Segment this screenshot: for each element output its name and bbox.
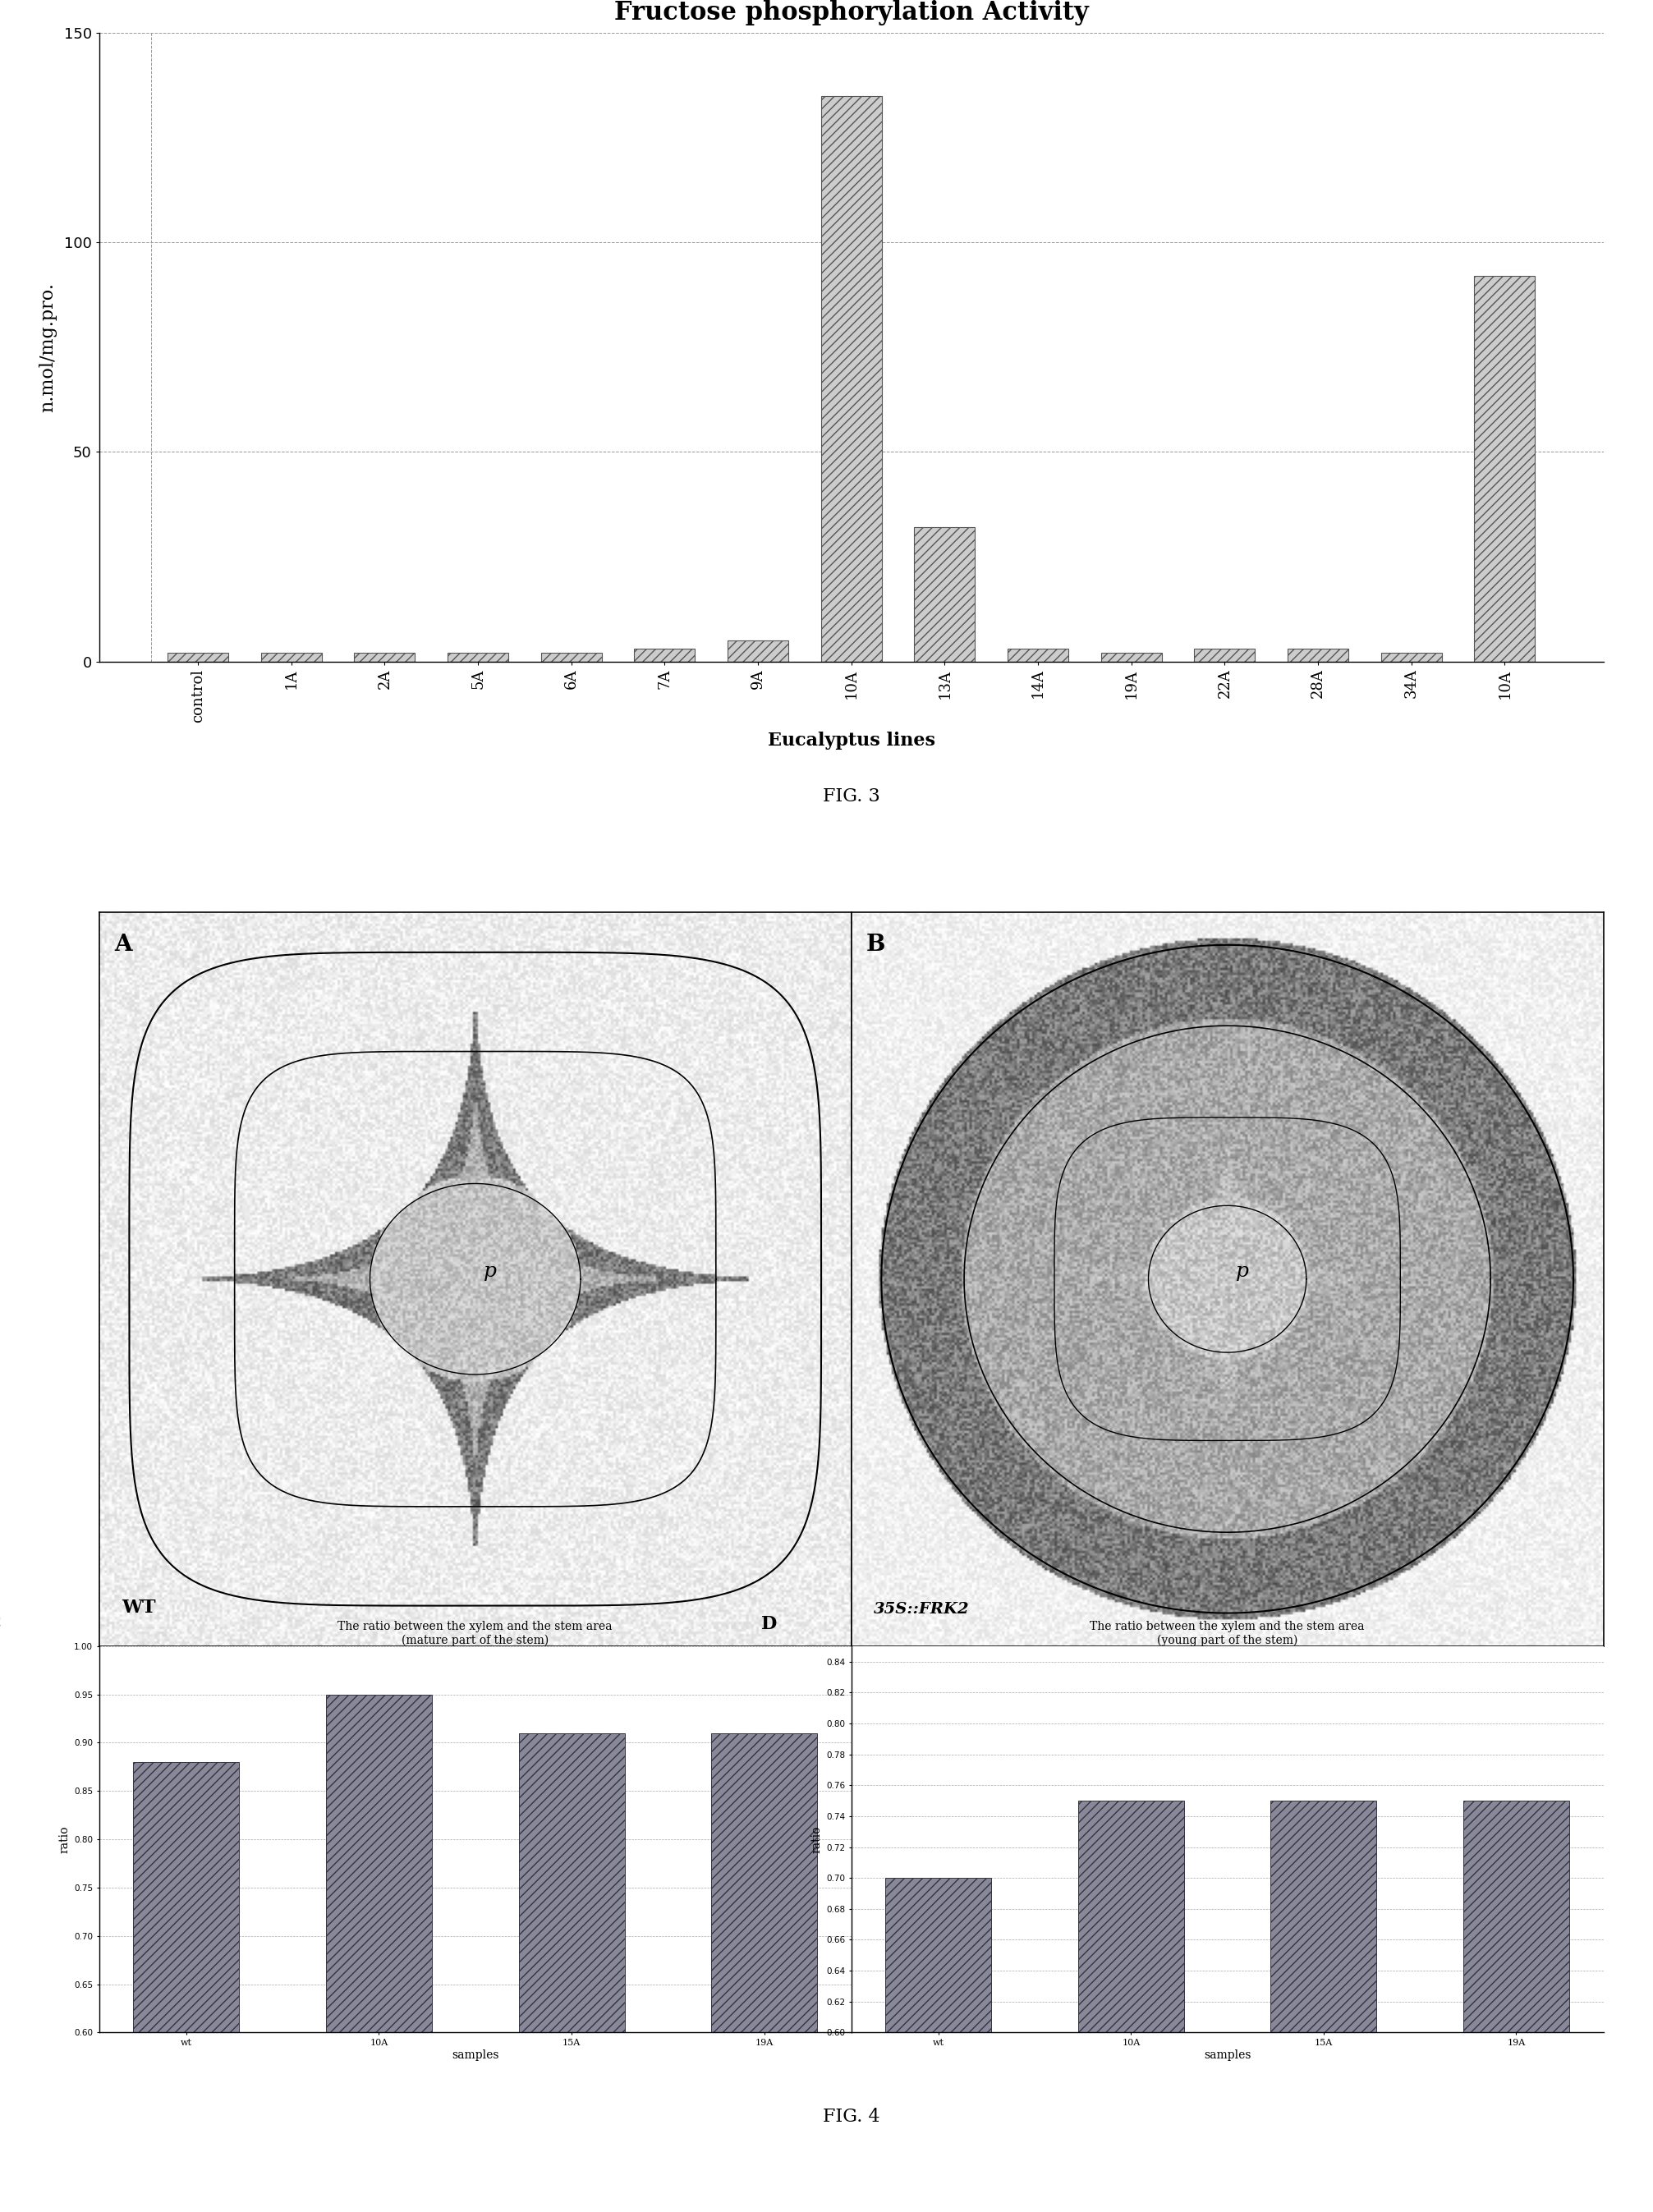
- Bar: [727, 641, 788, 661]
- Y-axis label: ratio: ratio: [812, 1825, 823, 1854]
- Bar: [886, 1878, 992, 2212]
- Bar: [1101, 653, 1162, 661]
- Bar: [1380, 653, 1441, 661]
- Text: 35S::FRK2: 35S::FRK2: [874, 1601, 970, 1617]
- Y-axis label: n.mol/mg.pro.: n.mol/mg.pro.: [38, 283, 56, 411]
- Bar: [1195, 648, 1255, 661]
- X-axis label: samples: samples: [451, 2048, 499, 2062]
- Title: The ratio between the xylem and the stem area
(young part of the stem): The ratio between the xylem and the stem…: [1089, 1621, 1365, 1646]
- Text: FIG. 4: FIG. 4: [823, 2108, 879, 2126]
- Title: The ratio between the xylem and the stem area
(mature part of the stem): The ratio between the xylem and the stem…: [337, 1621, 613, 1646]
- Text: WT: WT: [122, 1599, 155, 1617]
- Bar: [519, 1732, 625, 2212]
- X-axis label: samples: samples: [1203, 2048, 1251, 2062]
- X-axis label: Eucalyptus lines: Eucalyptus lines: [767, 732, 936, 750]
- Bar: [711, 1732, 817, 2212]
- Text: D: D: [760, 1615, 777, 1632]
- Text: A: A: [114, 933, 132, 956]
- Bar: [914, 526, 975, 661]
- Bar: [1288, 648, 1349, 661]
- Bar: [326, 1694, 431, 2212]
- Bar: [1271, 1801, 1377, 2212]
- Bar: [635, 648, 694, 661]
- Bar: [354, 653, 415, 661]
- Bar: [541, 653, 602, 661]
- Bar: [1008, 648, 1068, 661]
- Text: FIG. 3: FIG. 3: [823, 787, 879, 805]
- Bar: [261, 653, 322, 661]
- Text: p: p: [1236, 1263, 1250, 1281]
- Bar: [167, 653, 228, 661]
- Bar: [1078, 1801, 1184, 2212]
- Text: B: B: [866, 933, 886, 956]
- Title: Fructose phosphorylation Activity: Fructose phosphorylation Activity: [613, 0, 1089, 24]
- Bar: [822, 95, 881, 661]
- Y-axis label: ratio: ratio: [60, 1825, 71, 1854]
- Bar: [1463, 1801, 1569, 2212]
- Bar: [134, 1763, 240, 2212]
- Bar: [1474, 276, 1536, 661]
- Text: p: p: [484, 1263, 498, 1281]
- Bar: [448, 653, 507, 661]
